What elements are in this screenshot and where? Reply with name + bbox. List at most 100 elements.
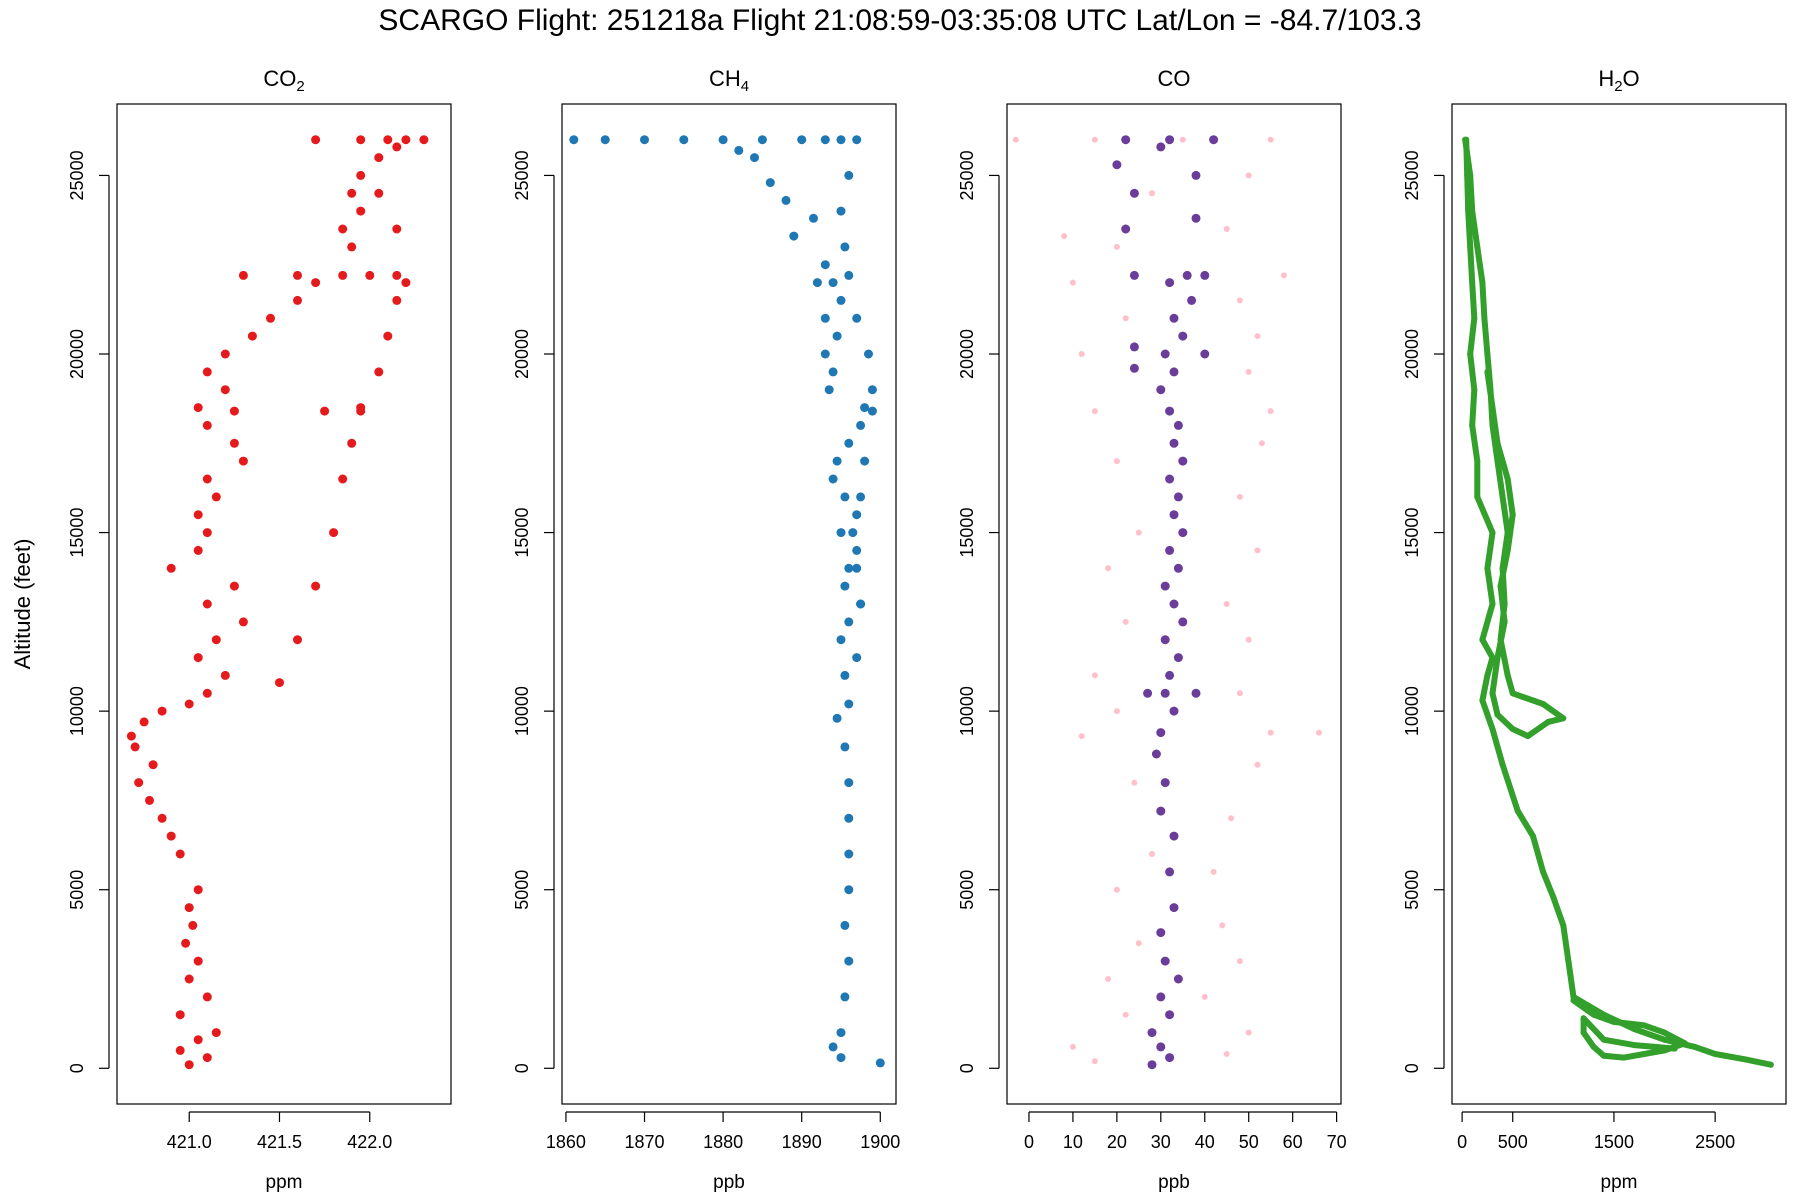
data-point <box>844 778 854 788</box>
data-point <box>1487 386 1494 393</box>
y-tick-label: 25000 <box>1402 150 1422 200</box>
data-point <box>750 153 759 163</box>
y-tick-label: 0 <box>957 1063 977 1073</box>
data-point <box>1178 456 1188 466</box>
data-point <box>1223 601 1230 607</box>
data-point <box>848 528 858 538</box>
data-point <box>1147 1028 1157 1038</box>
plot-frame <box>1006 103 1342 1105</box>
y-tick-label: 15000 <box>512 508 532 558</box>
data-point <box>844 563 854 573</box>
y-tick-label: 20000 <box>957 329 977 379</box>
data-point <box>175 849 185 859</box>
data-point <box>1267 408 1274 415</box>
plot-area <box>126 135 429 1070</box>
data-point <box>600 135 610 145</box>
panel-co2: CO2 421.0 421.5 422.0 ppm 0 5000 10000 15000 2000… <box>10 66 452 1193</box>
data-point <box>1105 565 1112 572</box>
data-point <box>329 528 339 538</box>
data-point <box>193 885 203 895</box>
data-point <box>836 635 846 645</box>
data-point <box>856 599 866 609</box>
data-point <box>1469 422 1476 429</box>
data-point <box>188 920 198 930</box>
y-axis: 0 5000 10000 15000 20000 25000 Altitude (feet) <box>10 150 110 1073</box>
data-point <box>1479 279 1486 286</box>
data-point <box>828 474 838 484</box>
data-point <box>840 670 850 680</box>
data-point <box>1201 993 1208 1000</box>
data-point <box>844 617 854 627</box>
data-point <box>1169 903 1179 913</box>
data-point <box>1590 1011 1597 1018</box>
data-point <box>1160 635 1170 645</box>
data-point <box>1509 690 1516 697</box>
data-point <box>1497 583 1504 590</box>
data-point <box>1121 135 1131 145</box>
data-point <box>832 456 842 466</box>
data-point <box>1471 315 1478 322</box>
panel-title: H2O <box>1598 66 1639 95</box>
data-point <box>1178 331 1188 341</box>
data-point <box>1160 778 1170 788</box>
data-point <box>1091 672 1098 679</box>
data-point <box>1078 351 1085 357</box>
data-point <box>1245 1029 1252 1036</box>
panel-title: CO2 <box>263 66 304 95</box>
data-point <box>1078 733 1085 740</box>
data-point <box>1494 654 1501 661</box>
data-point <box>229 438 239 448</box>
y-tick-label: 25000 <box>512 150 532 200</box>
data-point <box>338 224 348 234</box>
data-point <box>1484 565 1491 572</box>
data-point <box>229 406 239 416</box>
data-point <box>1149 190 1155 197</box>
x-tick-label: 0 <box>1457 1132 1467 1152</box>
data-point <box>1489 422 1496 429</box>
data-point <box>1122 315 1129 322</box>
data-point <box>1742 1056 1749 1063</box>
data-point <box>1494 711 1501 718</box>
data-point <box>1165 278 1175 288</box>
data-point <box>840 742 850 752</box>
plot-area <box>1462 136 1774 1068</box>
data-point <box>844 438 854 448</box>
data-point <box>275 678 284 688</box>
data-point <box>1489 404 1496 411</box>
data-point <box>1267 136 1274 143</box>
data-point <box>1489 654 1496 661</box>
data-point <box>836 206 846 216</box>
data-point <box>1484 368 1491 375</box>
data-point <box>789 231 799 241</box>
data-point <box>1641 1022 1648 1029</box>
x-axis-label: ppb <box>1158 1172 1190 1193</box>
panel-ch4: CH4 1860 1870 1880 1890 1900 ppb 0 5000 10000 1500… <box>512 66 900 1193</box>
data-point <box>828 1042 838 1052</box>
data-point <box>1767 1061 1774 1068</box>
data-point <box>1245 172 1252 179</box>
data-point <box>844 885 854 895</box>
panel-title-subscript: 2 <box>1614 78 1622 95</box>
data-point <box>202 474 212 484</box>
data-point <box>374 188 384 198</box>
data-point <box>1504 672 1511 679</box>
data-point <box>1621 1054 1628 1061</box>
data-point <box>202 1053 212 1063</box>
data-point <box>1530 833 1536 840</box>
data-point <box>356 170 366 180</box>
data-point <box>1129 188 1139 198</box>
data-point <box>1165 670 1175 680</box>
data-point <box>1479 636 1486 643</box>
data-point <box>1504 476 1511 482</box>
data-point <box>820 260 830 270</box>
panel-title-main: CO <box>263 66 296 91</box>
data-point <box>840 242 850 252</box>
data-point <box>175 1045 185 1055</box>
y-tick-label: 5000 <box>1402 870 1422 910</box>
data-point <box>1661 1036 1668 1043</box>
data-point <box>867 406 877 416</box>
data-point <box>1165 1010 1175 1020</box>
data-point <box>1499 493 1506 500</box>
data-point <box>832 713 842 723</box>
data-point <box>852 510 862 520</box>
